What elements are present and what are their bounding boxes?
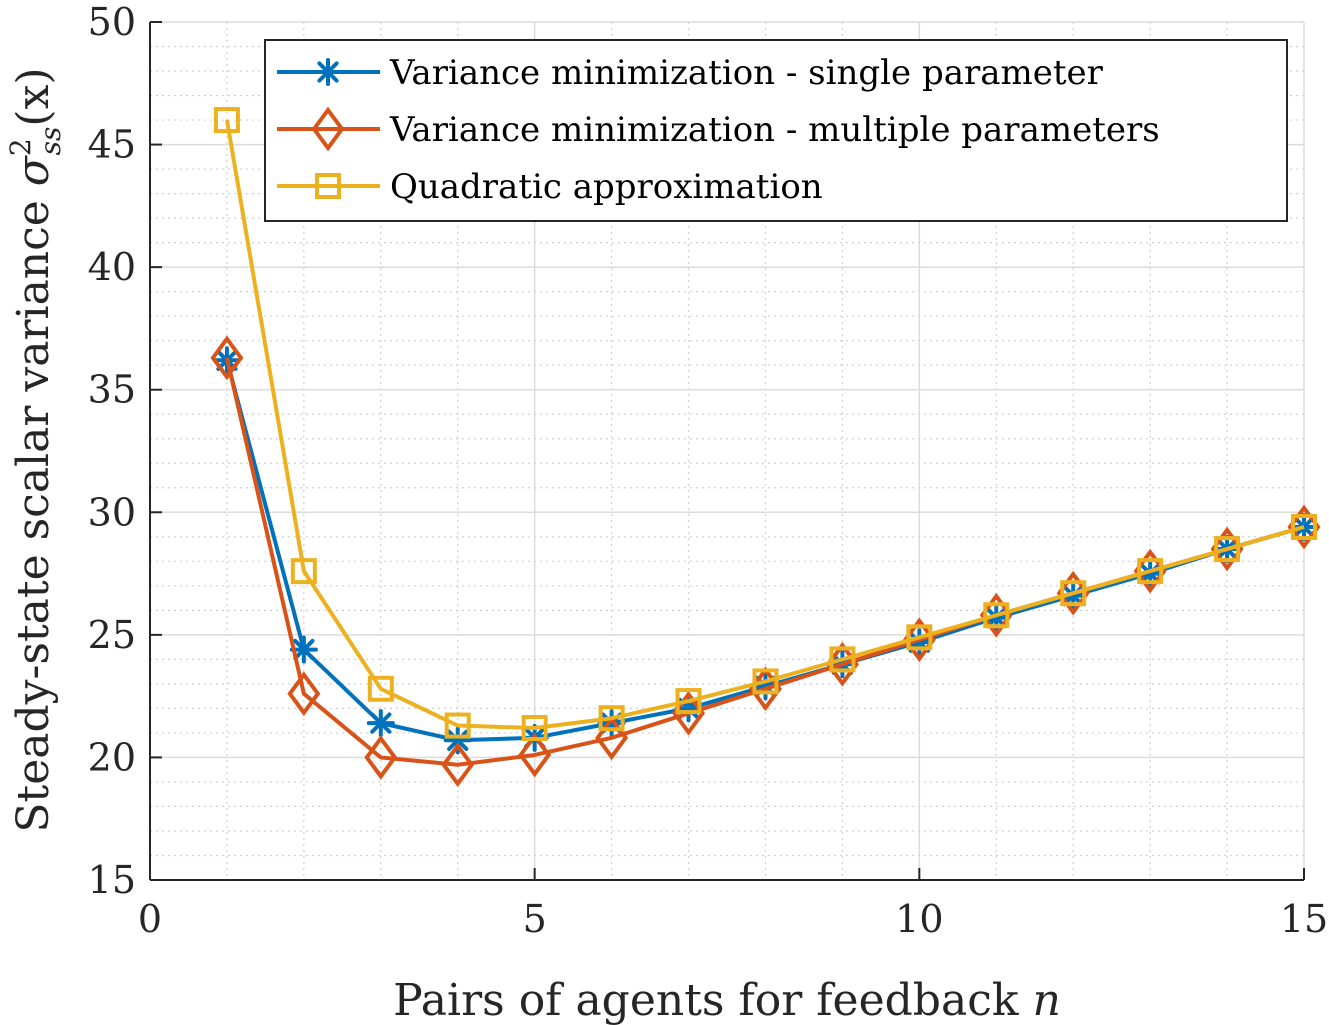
data-point-asterisk <box>289 635 318 664</box>
data-point-square <box>598 705 625 732</box>
data-point-diamond <box>287 671 321 717</box>
data-point-square <box>521 715 548 742</box>
x-tick-label: 15 <box>1280 897 1328 941</box>
data-point-square <box>983 602 1010 629</box>
legend-box <box>264 39 1288 222</box>
data-point-square <box>1137 558 1164 585</box>
y-tick-label: 45 <box>88 123 136 167</box>
data-point-diamond <box>210 335 244 381</box>
legend-entry-0: Variance minimization - single parameter <box>277 53 1104 93</box>
axes <box>149 21 1305 881</box>
y-tick-label: 25 <box>88 613 136 657</box>
y-axis-label: Steady-state scalar variance σ2ss(x) <box>4 67 67 832</box>
data-point-diamond <box>441 742 475 788</box>
tick-labels: 0 5 10 15 15 20 25 30 35 40 45 50 <box>88 0 1329 941</box>
legend-entry-1: Variance minimization - multiple paramet… <box>277 106 1160 152</box>
data-point-square <box>752 668 779 695</box>
data-point-square <box>1060 580 1087 607</box>
y-tick-label: 40 <box>88 245 136 289</box>
data-point-square <box>444 712 471 739</box>
legend-swatch-marker <box>314 58 342 86</box>
series-line <box>224 119 1305 731</box>
legend-swatch-marker <box>311 106 345 152</box>
legend-label: Variance minimization - multiple paramet… <box>389 110 1160 150</box>
y-tick-label: 20 <box>88 735 136 779</box>
data-point-diamond <box>364 735 398 780</box>
legend-swatch-marker <box>315 173 341 199</box>
y-tick-label: 15 <box>88 858 136 902</box>
legend-entry-2: Quadratic approximation <box>277 167 823 207</box>
data-point-square <box>829 646 856 673</box>
data-point-square <box>906 624 933 651</box>
data-point-square <box>213 107 240 134</box>
data-point-square <box>1214 536 1241 563</box>
y-tick-label: 30 <box>88 490 136 534</box>
x-tick-label: 0 <box>138 897 162 941</box>
data-point-square <box>1291 513 1317 540</box>
legend-label: Quadratic approximation <box>390 167 823 207</box>
data-point-square <box>290 558 317 585</box>
y-tick-label: 35 <box>88 368 136 412</box>
series <box>210 107 1321 788</box>
x-tick-label: 5 <box>523 897 547 941</box>
data-point-diamond <box>595 715 629 761</box>
data-point-asterisk <box>443 726 472 755</box>
data-point-square <box>367 675 394 702</box>
legend-entries: Variance minimization - single parameter… <box>277 53 1160 207</box>
data-point-square <box>675 688 702 715</box>
x-axis-label: Pairs of agents for feedback n <box>393 975 1061 1025</box>
series-2 <box>213 107 1317 742</box>
legend-label: Variance minimization - single parameter <box>389 53 1104 93</box>
x-tick-label: 10 <box>895 897 943 941</box>
data-point-asterisk <box>366 709 395 738</box>
data-point-diamond <box>518 732 552 778</box>
legend: Variance minimization - single parameter… <box>264 39 1288 222</box>
y-tick-label: 50 <box>88 0 136 44</box>
